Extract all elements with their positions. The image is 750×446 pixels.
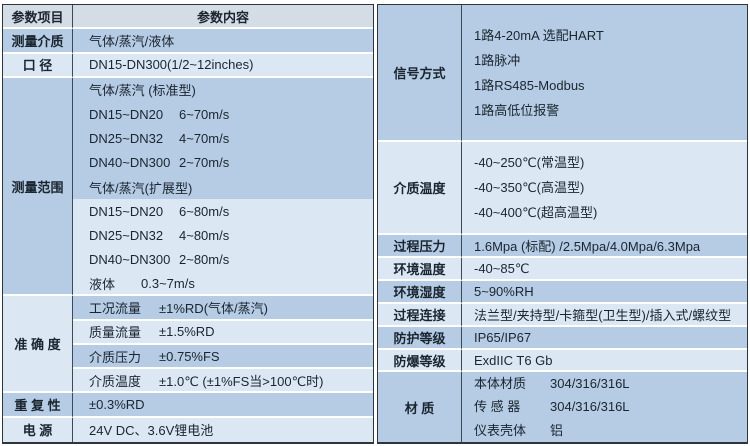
range-speed: 0.3~7m/s	[141, 275, 195, 291]
range-row: DN25~DN32 4~80m/s	[73, 223, 373, 248]
value-measuring-medium: 气体/蒸汽/液体	[73, 29, 373, 54]
material-item: 仪表壳体	[474, 422, 527, 438]
label-signal-mode: 信号方式	[378, 5, 462, 142]
signal-line: 1路高低位报警	[474, 102, 560, 118]
label-accuracy: 准 确 度	[3, 296, 73, 394]
label-diameter: 口 径	[3, 53, 73, 78]
accuracy-value: ±1.5%RD	[159, 324, 215, 340]
label-measuring-range: 测量范围	[3, 77, 73, 297]
accuracy-row: 工况流量 ±1%RD(气体/蒸汽)	[73, 296, 373, 321]
range-row: DN15~DN20 6~70m/s	[73, 102, 373, 127]
label-repeatability: 重 复 性	[3, 393, 73, 418]
range-dn: DN40~DN300	[89, 252, 171, 268]
range-speed: 6~80m/s	[179, 203, 230, 219]
material-value: 304/316/316L	[550, 375, 630, 391]
range-speed: 2~70m/s	[179, 155, 230, 171]
range-dn: DN15~DN20	[89, 203, 164, 219]
range-dn: DN25~DN32	[89, 131, 164, 147]
range-dn: DN25~DN32	[89, 228, 164, 244]
range-dn: DN40~DN300	[89, 155, 171, 171]
accuracy-value: ±1%RD(气体/蒸汽)	[159, 300, 268, 316]
range-row-extended-header: 气体/蒸汽(扩展型)	[73, 174, 373, 200]
value-signal-mode: 1路4-20mA 选配HART 1路脉冲 1路RS485-Modbus 1路高低…	[462, 5, 747, 142]
range-category: 气体/蒸汽 (标准型)	[89, 83, 196, 99]
label-process-connection: 过程连接	[378, 304, 462, 327]
range-liquid: 液体	[89, 276, 116, 292]
signal-line: 1路脉冲	[474, 52, 521, 68]
value-material: 本体材质 304/316/316L 传 感 器 304/316/316L 仪表壳体 铝	[462, 372, 747, 442]
range-row-liquid: 液体 0.3~7m/s	[73, 272, 373, 297]
range-speed: 6~70m/s	[179, 106, 230, 122]
material-item: 传 感 器	[474, 399, 521, 415]
value-diameter: DN15-DN300(1/2~12inches)	[73, 53, 373, 78]
medium-temp-line: -40~350℃(高温型)	[474, 180, 585, 195]
value-power: 24V DC、3.6V锂电池	[73, 417, 373, 442]
range-row-standard-header: 气体/蒸汽 (标准型)	[73, 77, 373, 103]
header-param-content: 参数内容	[73, 5, 373, 30]
range-row: DN15~DN20 6~80m/s	[73, 199, 373, 224]
value-protection-rating: IP65/IP67	[462, 327, 747, 350]
label-medium-temperature: 介质温度	[378, 142, 462, 235]
accuracy-row: 介质温度 ±1.0℃ (±1%FS当>100℃时)	[73, 369, 373, 394]
material-row: 传 感 器 304/316/316L	[474, 395, 630, 419]
value-process-connection: 法兰型/夹持型/卡箍型(卫生型)/插入式/螺纹型	[462, 304, 747, 327]
value-medium-temperature: -40~250℃(常温型) -40~350℃(高温型) -40~400℃(超高温…	[462, 142, 747, 235]
material-row: 本体材质 304/316/316L	[474, 372, 630, 395]
material-value: 304/316/316L	[550, 399, 630, 415]
range-dn: DN15~DN20	[89, 106, 164, 122]
value-process-pressure: 1.6Mpa (标配) /2.5Mpa/4.0Mpa/6.3Mpa	[462, 235, 747, 258]
range-speed: 4~70m/s	[179, 131, 230, 147]
value-ambient-humidity: 5~90%RH	[462, 281, 747, 304]
value-explosion-proof: ExdIIC T6 Gb	[462, 350, 747, 372]
value-ambient-temperature: -40~85℃	[462, 258, 747, 281]
label-ambient-humidity: 环境湿度	[378, 281, 462, 304]
signal-line: 1路4-20mA 选配HART	[474, 27, 604, 43]
range-category: 气体/蒸汽(扩展型)	[89, 180, 193, 196]
material-item: 本体材质	[474, 375, 527, 391]
accuracy-row: 质量流量 ±1.5%RD	[73, 320, 373, 345]
label-protection-rating: 防护等级	[378, 327, 462, 350]
range-row: DN40~DN300 2~70m/s	[73, 150, 373, 175]
label-power: 电 源	[3, 417, 73, 442]
right-spec-table: 信号方式 1路4-20mA 选配HART 1路脉冲 1路RS485-Modbus…	[377, 4, 748, 444]
range-speed: 4~80m/s	[179, 228, 230, 244]
header-param-item: 参数项目	[3, 5, 73, 30]
label-explosion-proof: 防爆等级	[378, 350, 462, 372]
signal-line: 1路RS485-Modbus	[474, 77, 585, 93]
accuracy-item: 工况流量	[89, 300, 142, 316]
accuracy-row: 介质压力 ±0.75%FS	[73, 344, 373, 370]
accuracy-item: 介质温度	[89, 373, 142, 389]
medium-temp-line: -40~400℃(超高温型)	[474, 205, 598, 220]
accuracy-item: 介质压力	[89, 349, 142, 365]
material-row: 仪表壳体 铝	[474, 419, 563, 442]
accuracy-item: 质量流量	[89, 325, 142, 341]
label-ambient-temperature: 环境温度	[378, 258, 462, 281]
range-row: DN40~DN300 2~80m/s	[73, 247, 373, 273]
accuracy-value: ±1.0℃ (±1%FS当>100℃时)	[159, 373, 324, 389]
label-process-pressure: 过程压力	[378, 235, 462, 258]
range-row: DN25~DN32 4~70m/s	[73, 126, 373, 151]
value-repeatability: ±0.3%RD	[73, 393, 373, 418]
medium-temp-line: -40~250℃(常温型)	[474, 155, 585, 170]
range-speed: 2~80m/s	[179, 252, 230, 268]
accuracy-value: ±0.75%FS	[159, 348, 220, 364]
label-material: 材 质	[378, 372, 462, 442]
material-value: 铝	[550, 422, 564, 438]
label-measuring-medium: 测量介质	[3, 29, 73, 54]
left-spec-table: 参数项目 参数内容 测量介质 气体/蒸汽/液体 口 径 DN15-DN300(1…	[2, 4, 374, 444]
